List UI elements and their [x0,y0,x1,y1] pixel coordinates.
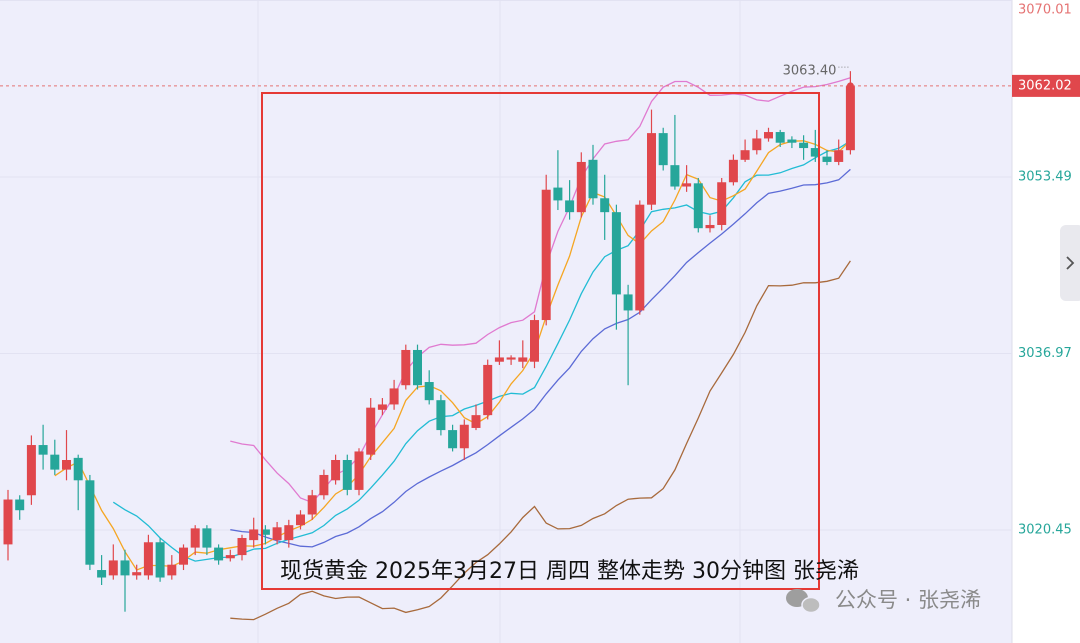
candle-body [272,527,282,541]
candle-body [296,514,305,526]
candle-body [553,187,563,201]
candle-body [354,451,364,490]
candle-body [237,537,247,556]
candle-body [530,320,539,362]
candle-body [705,224,715,229]
candle-body [3,499,13,545]
candle-body [413,349,422,386]
plot-background [0,0,1012,643]
candle-body [108,560,118,576]
candle-body [506,357,516,360]
candle-body [717,182,727,225]
candle-body [623,294,633,311]
candle-body [658,133,668,166]
candle-body [728,159,738,183]
candle-body [73,457,83,481]
candle-body [260,529,270,535]
candle-body [787,139,797,143]
candle-body [576,161,586,213]
price-axis-background [1012,0,1080,643]
candle-body [565,200,575,213]
candle-body [424,382,434,401]
candle-body [366,407,376,455]
candle-body [541,189,551,321]
y-tick-label: 3053.49 [1018,170,1072,185]
candle-body [670,165,680,187]
candle-body [155,542,165,578]
candle-body [436,400,446,431]
candles [3,71,855,612]
highlight-box [261,92,820,590]
candle-body [518,357,528,362]
candle-body [167,564,177,576]
candle-body [448,430,458,449]
candle-body [647,133,656,205]
candle-body [764,132,773,139]
candle-body [202,528,212,548]
candle-body [635,204,645,311]
candle-body [307,495,317,515]
candle-body [752,138,762,151]
candle-body [331,460,341,481]
candle-body [284,525,294,541]
candle-body [682,183,692,187]
last-price-dot [846,82,854,90]
y-tick-label: 3036.97 [1018,346,1072,361]
candle-body [143,542,153,576]
overlay: 3062.02 3063.40 [0,64,1080,97]
candle-body [389,388,399,405]
scroll-button-bg[interactable] [1060,225,1080,301]
y-tick-label: 3020.45 [1018,522,1072,537]
candle-body [834,150,844,162]
candle-body [377,404,387,410]
candle-body [459,424,469,449]
candle-body [822,156,832,162]
high-label: 3063.40 [783,64,837,79]
candle-body [810,148,820,157]
candle-body [179,547,188,565]
last-price-box [1012,74,1080,97]
candle-body [38,445,48,455]
watermark: 公众号 · 张尧浠 [835,588,981,612]
candle-body [319,474,329,496]
candle-body [225,555,235,559]
candle-body [62,460,71,470]
candle-body [740,150,750,160]
y-tick-label: 3070.01 [1018,3,1072,18]
candle-body [190,528,200,548]
candle-body [97,570,107,578]
candle-body [214,547,224,561]
candle-body [249,529,259,541]
candle-body [471,415,481,428]
candle-body [132,572,142,576]
candle-body [494,357,504,362]
grid [0,0,1012,643]
candle-body [85,480,95,565]
candle-body [120,560,130,576]
candle-body [342,460,352,490]
candle-body [799,142,809,149]
candle-body [483,364,493,416]
candle-body [50,454,60,470]
watermark-group: 公众号 · 张尧浠 [786,588,981,614]
wechat-icon [801,596,821,614]
candle-body [15,499,25,511]
candle-body [600,198,610,213]
candle-body [401,349,411,386]
caption: 现货黄金 2025年3月27日 周四 整体走势 30分钟图 张尧浠 [280,559,859,584]
candle-body [588,159,598,199]
chevron-icon[interactable] [1066,256,1075,270]
candle-body [775,132,785,143]
ma10-line [112,140,851,562]
candle-body [611,212,621,295]
candle-body [693,183,703,229]
candle-body [845,85,855,151]
band-lower [230,260,851,621]
price-axis: 3070.01 3053.49 3036.97 3020.45 [1018,3,1072,538]
scroll-button[interactable] [1060,225,1080,301]
last-price-label: 3062.02 [1018,78,1072,93]
ma20-line [230,168,851,548]
candle-body [26,445,36,496]
